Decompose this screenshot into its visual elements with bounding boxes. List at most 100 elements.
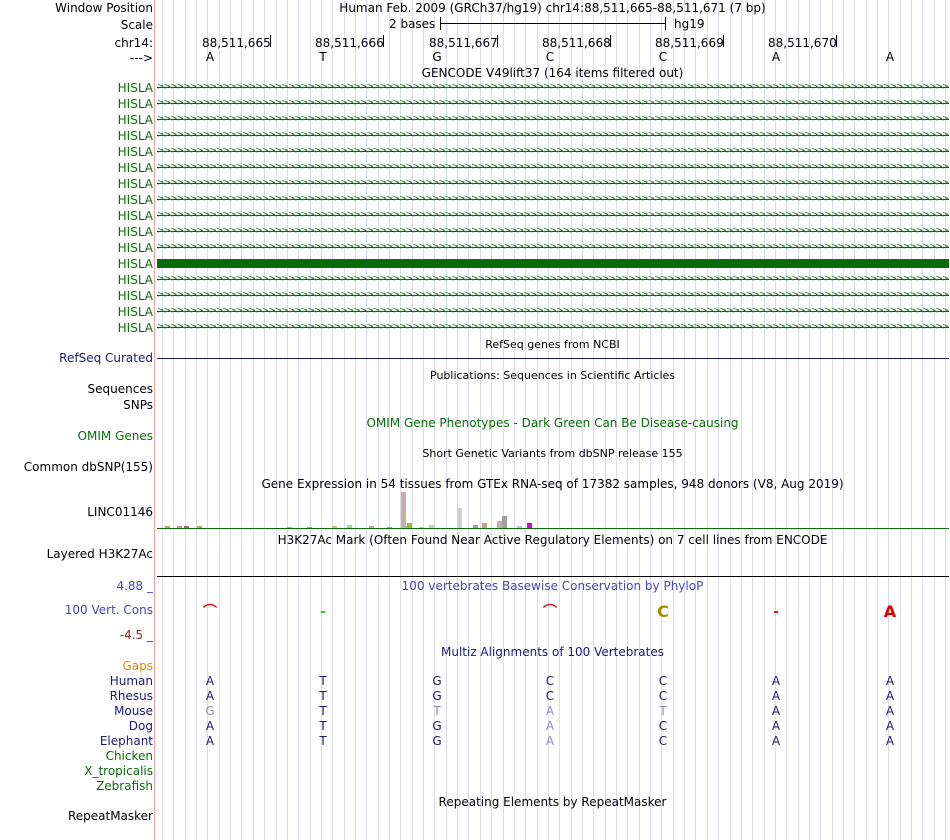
grid-line bbox=[616, 0, 617, 840]
gencode-intron-line bbox=[157, 231, 949, 232]
aligned-base: T bbox=[319, 689, 327, 703]
aligned-base: A bbox=[771, 734, 781, 748]
gtex-tissue-bar[interactable] bbox=[527, 523, 532, 528]
chrom-label[interactable]: chr14: bbox=[114, 36, 153, 50]
aligned-base: A bbox=[885, 734, 895, 748]
gencode-item[interactable]: HISLA >>>>>>>>>>>>>>>>>>>>>>>>>>>>>>>>>>>… bbox=[0, 96, 950, 112]
gencode-item-label[interactable]: HISLA bbox=[117, 321, 153, 335]
gtex-tissue-bar[interactable] bbox=[482, 523, 487, 528]
aligned-base: A bbox=[205, 674, 215, 688]
window-position-label[interactable]: Window Position bbox=[55, 1, 153, 15]
gencode-item[interactable]: HISLA >>>>>>>>>>>>>>>>>>>>>>>>>>>>>>>>>>>… bbox=[0, 80, 950, 96]
grid-line bbox=[900, 0, 901, 840]
strand-label[interactable]: ---> bbox=[129, 51, 153, 65]
grid-line bbox=[389, 0, 390, 840]
gencode-item[interactable]: HISLA >>>>>>>>>>>>>>>>>>>>>>>>>>>>>>>>>>>… bbox=[0, 192, 950, 208]
species-label[interactable]: Mouse bbox=[114, 704, 153, 718]
gencode-item-label[interactable]: HISLA bbox=[117, 305, 153, 319]
species-label[interactable]: X_tropicalis bbox=[84, 764, 153, 778]
gencode-item[interactable]: HISLA >>>>>>>>>>>>>>>>>>>>>>>>>>>>>>>>>>>… bbox=[0, 240, 950, 256]
gencode-item[interactable]: HISLA >>>>>>>>>>>>>>>>>>>>>>>>>>>>>>>>>>>… bbox=[0, 304, 950, 320]
gencode-item-label[interactable]: HISLA bbox=[117, 193, 153, 207]
gencode-item-label[interactable]: HISLA bbox=[117, 81, 153, 95]
gtex-tissue-bar[interactable] bbox=[184, 526, 189, 528]
layered-h3k27ac-label[interactable]: Layered H3K27Ac bbox=[46, 547, 153, 561]
gencode-item-label[interactable]: HISLA bbox=[117, 129, 153, 143]
gencode-item[interactable]: HISLA >>>>>>>>>>>>>>>>>>>>>>>>>>>>>>>>>>>… bbox=[0, 288, 950, 304]
gtex-tissue-bar[interactable] bbox=[401, 492, 406, 528]
aligned-base: C bbox=[545, 689, 555, 703]
omim-genes-label[interactable]: OMIM Genes bbox=[77, 429, 153, 443]
gencode-item-label[interactable]: HISLA bbox=[117, 161, 153, 175]
species-label[interactable]: Dog bbox=[128, 719, 153, 733]
refseq-curated-label[interactable]: RefSeq Curated bbox=[59, 351, 153, 365]
snps-label[interactable]: SNPs bbox=[123, 398, 153, 412]
gencode-item-label[interactable]: HISLA bbox=[117, 97, 153, 111]
species-label[interactable]: Human bbox=[109, 674, 153, 688]
gencode-item[interactable]: HISLA >>>>>>>>>>>>>>>>>>>>>>>>>>>>>>>>>>>… bbox=[0, 112, 950, 128]
gencode-strand-arrows: >>>>>>>>>>>>>>>>>>>>>>>>>>>>>>>>>>>>>>>>… bbox=[157, 147, 949, 156]
gencode-intron-line bbox=[157, 183, 949, 184]
gencode-item[interactable]: HISLA bbox=[0, 256, 950, 272]
gencode-item-label[interactable]: HISLA bbox=[117, 145, 153, 159]
gtex-tissue-bar[interactable] bbox=[429, 525, 434, 528]
gtex-tissue-bar[interactable] bbox=[387, 527, 392, 528]
gtex-gene-label[interactable]: LINC01146 bbox=[87, 505, 153, 519]
gencode-strand-arrows: >>>>>>>>>>>>>>>>>>>>>>>>>>>>>>>>>>>>>>>>… bbox=[157, 275, 949, 284]
gencode-exon-block[interactable] bbox=[157, 259, 949, 268]
gtex-tissue-bar[interactable] bbox=[457, 508, 462, 528]
gencode-item[interactable]: HISLA >>>>>>>>>>>>>>>>>>>>>>>>>>>>>>>>>>>… bbox=[0, 224, 950, 240]
gencode-item[interactable]: HISLA >>>>>>>>>>>>>>>>>>>>>>>>>>>>>>>>>>>… bbox=[0, 160, 950, 176]
repeatmasker-label[interactable]: RepeatMasker bbox=[67, 809, 153, 823]
sidebar-divider[interactable] bbox=[154, 0, 155, 840]
gencode-item[interactable]: HISLA >>>>>>>>>>>>>>>>>>>>>>>>>>>>>>>>>>>… bbox=[0, 320, 950, 336]
grid-line bbox=[276, 0, 277, 840]
gtex-tissue-bar[interactable] bbox=[165, 526, 170, 528]
gtex-tissue-bar[interactable] bbox=[307, 527, 312, 528]
grid-line bbox=[571, 0, 572, 840]
gencode-item-label[interactable]: HISLA bbox=[117, 241, 153, 255]
species-label[interactable]: Elephant bbox=[99, 734, 153, 748]
gencode-item-label[interactable]: HISLA bbox=[117, 177, 153, 191]
common-dbsnp-label[interactable]: Common dbSNP(155) bbox=[23, 460, 153, 474]
grid-line bbox=[207, 0, 208, 840]
gtex-tissue-bar[interactable] bbox=[347, 525, 352, 528]
gencode-item-label[interactable]: HISLA bbox=[117, 273, 153, 287]
gtex-tissue-bar[interactable] bbox=[407, 523, 412, 528]
gtex-bar-chart[interactable] bbox=[157, 490, 949, 528]
species-label[interactable]: Chicken bbox=[105, 749, 153, 763]
gencode-item-label[interactable]: HISLA bbox=[117, 113, 153, 127]
species-label[interactable]: Rhesus bbox=[109, 689, 153, 703]
aligned-base: T bbox=[319, 719, 327, 733]
gtex-tissue-bar[interactable] bbox=[497, 521, 502, 528]
gtex-tissue-bar[interactable] bbox=[419, 527, 424, 528]
gtex-tissue-bar[interactable] bbox=[502, 516, 507, 528]
gtex-tissue-bar[interactable] bbox=[177, 526, 182, 528]
gencode-item-label[interactable]: HISLA bbox=[117, 209, 153, 223]
gencode-item-label[interactable]: HISLA bbox=[117, 225, 153, 239]
grid-line bbox=[287, 0, 288, 840]
gtex-tissue-bar[interactable] bbox=[197, 526, 202, 528]
gtex-tissue-bar[interactable] bbox=[517, 526, 522, 528]
gencode-item[interactable]: HISLA >>>>>>>>>>>>>>>>>>>>>>>>>>>>>>>>>>>… bbox=[0, 272, 950, 288]
sequences-label[interactable]: Sequences bbox=[87, 382, 153, 396]
gencode-item[interactable]: HISLA >>>>>>>>>>>>>>>>>>>>>>>>>>>>>>>>>>>… bbox=[0, 176, 950, 192]
refseq-track-line[interactable] bbox=[157, 358, 949, 359]
grid-line bbox=[809, 0, 810, 840]
aligned-base: A bbox=[885, 704, 895, 718]
gencode-item-label[interactable]: HISLA bbox=[117, 257, 153, 271]
gencode-item-label[interactable]: HISLA bbox=[117, 289, 153, 303]
gencode-item[interactable]: HISLA >>>>>>>>>>>>>>>>>>>>>>>>>>>>>>>>>>>… bbox=[0, 128, 950, 144]
gencode-item[interactable]: HISLA >>>>>>>>>>>>>>>>>>>>>>>>>>>>>>>>>>>… bbox=[0, 208, 950, 224]
gtex-tissue-bar[interactable] bbox=[473, 525, 478, 528]
phylop-label[interactable]: 100 Vert. Cons bbox=[64, 603, 153, 617]
scale-label[interactable]: Scale bbox=[120, 18, 153, 32]
gtex-tissue-bar[interactable] bbox=[287, 527, 292, 528]
gencode-item[interactable]: HISLA >>>>>>>>>>>>>>>>>>>>>>>>>>>>>>>>>>>… bbox=[0, 144, 950, 160]
grid-line bbox=[468, 0, 469, 840]
gtex-tissue-bar[interactable] bbox=[369, 526, 374, 528]
gaps-label[interactable]: Gaps bbox=[122, 659, 153, 673]
gencode-intron-line bbox=[157, 215, 949, 216]
species-label[interactable]: Zebrafish bbox=[96, 779, 153, 793]
gtex-tissue-bar[interactable] bbox=[332, 526, 337, 528]
